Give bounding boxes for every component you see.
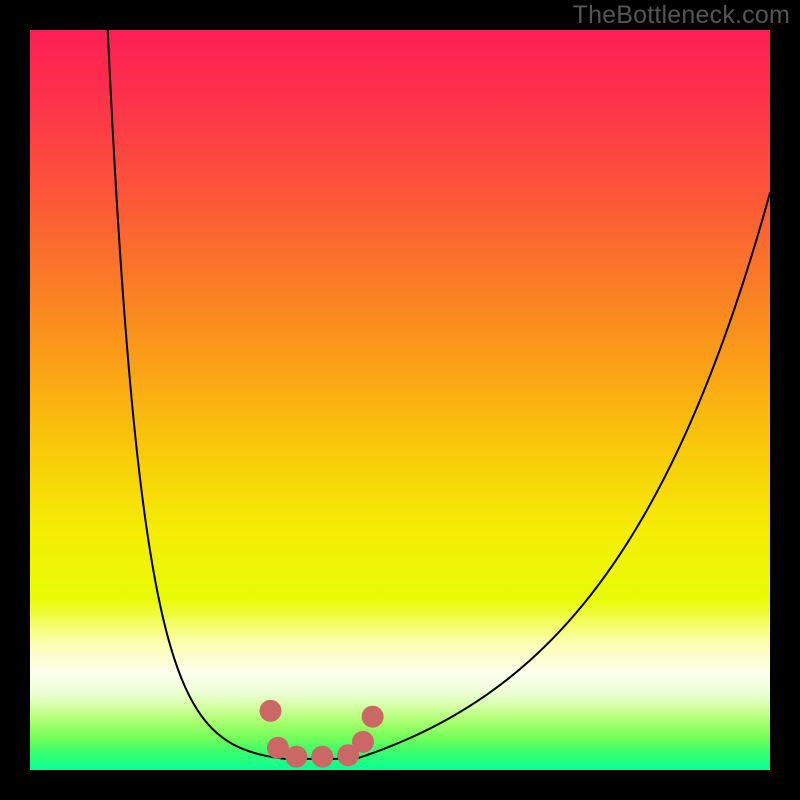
marker-dot — [260, 700, 282, 722]
marker-dot — [352, 731, 374, 753]
marker-dot — [362, 706, 384, 728]
marker-dot — [285, 746, 307, 768]
marker-dot — [311, 746, 333, 768]
chart-frame: TheBottleneck.com — [0, 0, 800, 800]
plot-area — [30, 30, 770, 770]
watermark-text: TheBottleneck.com — [573, 1, 790, 30]
gradient-background — [30, 30, 770, 770]
bottleneck-curve-chart — [30, 30, 770, 770]
